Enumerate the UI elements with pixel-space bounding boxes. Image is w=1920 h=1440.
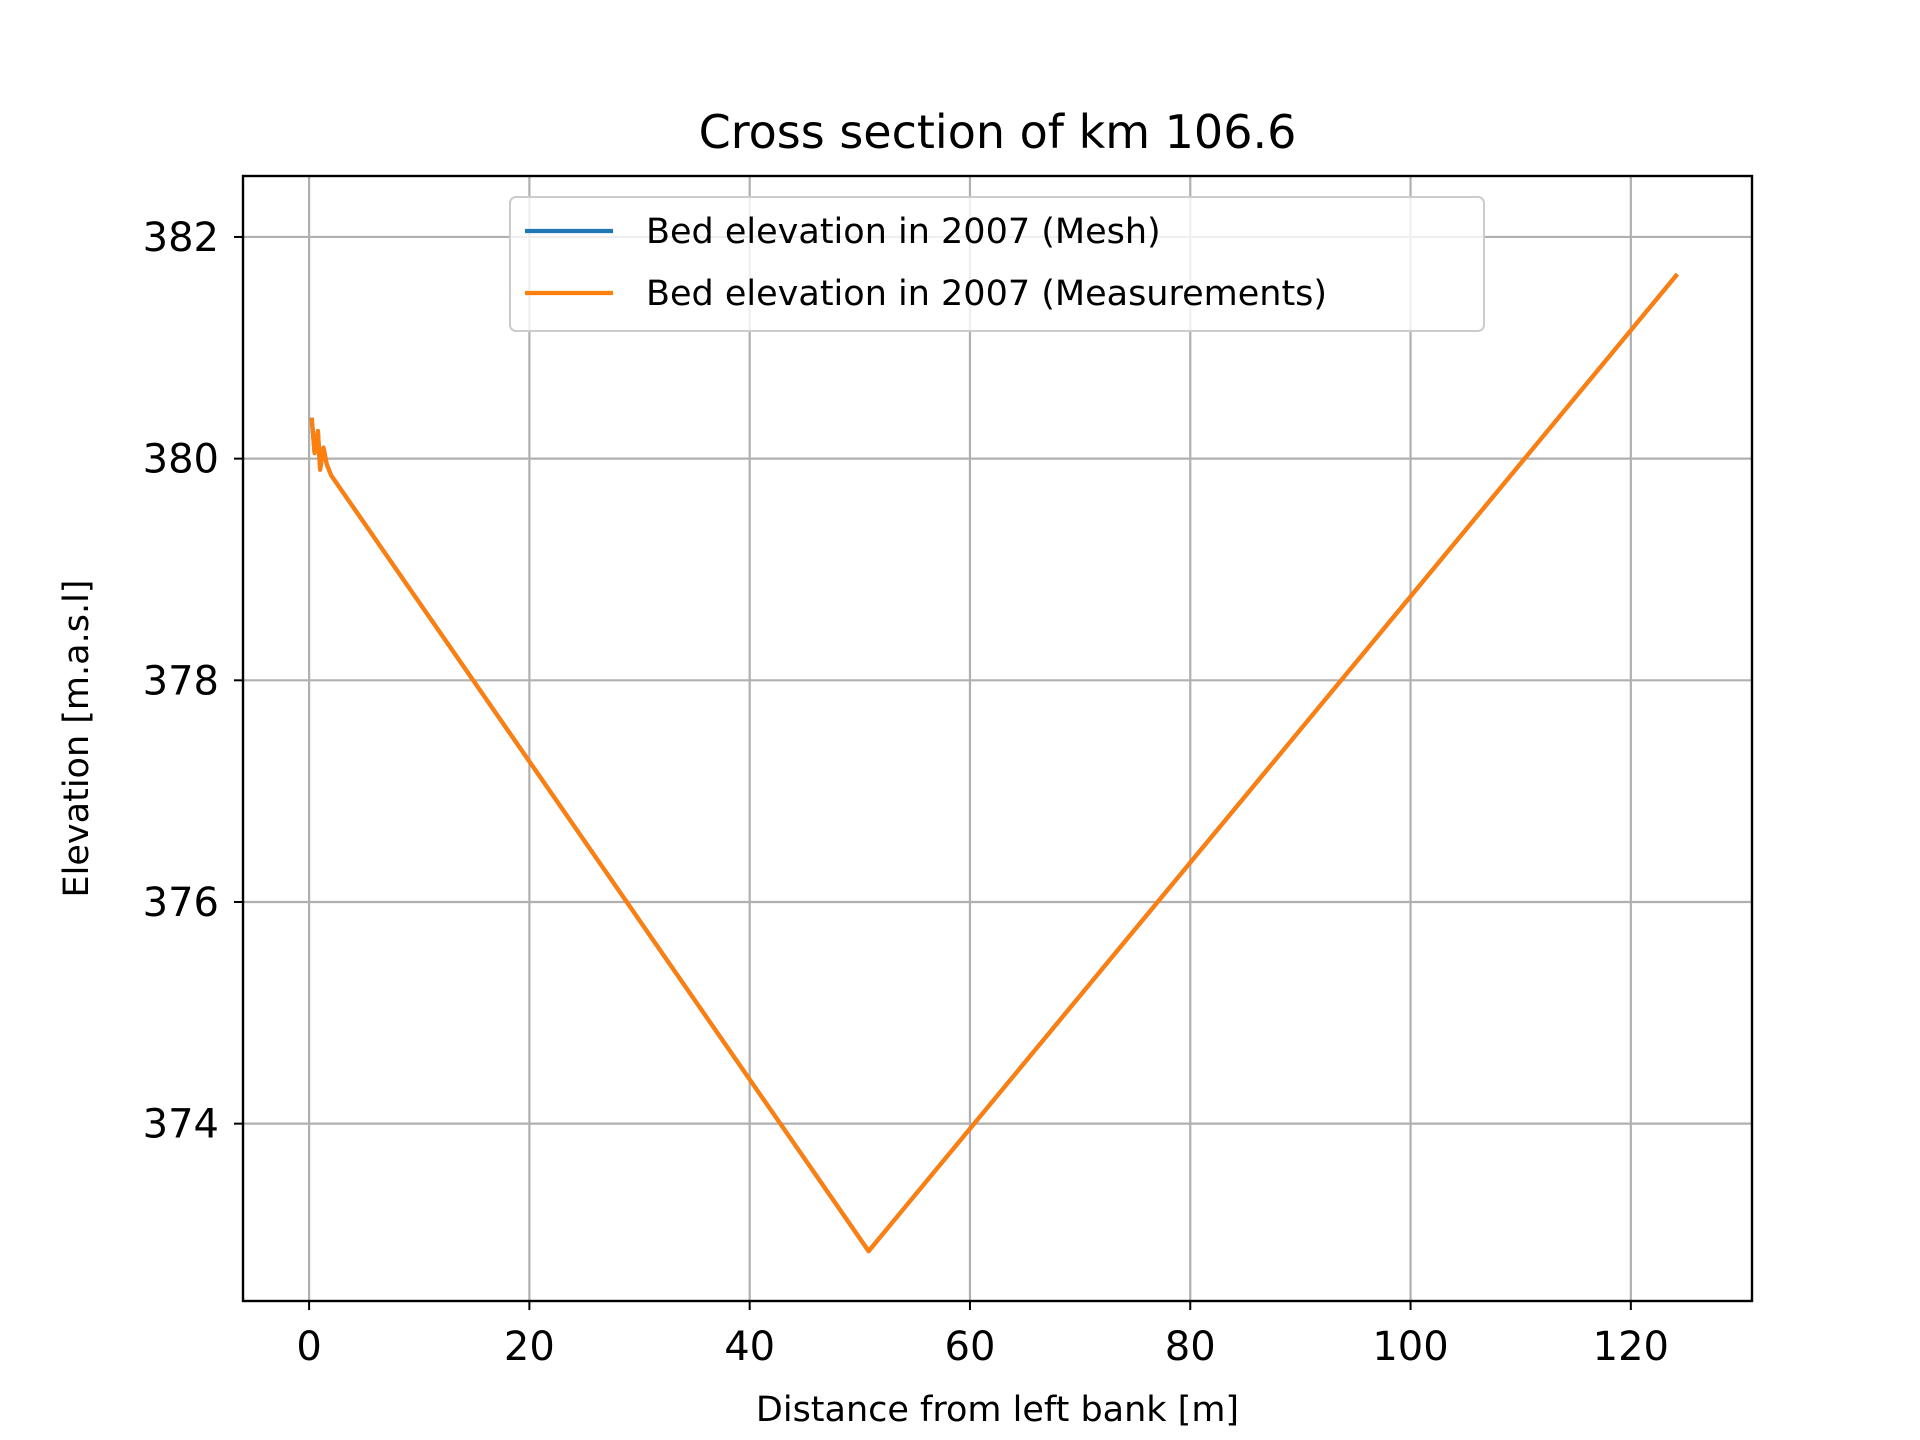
y-axis-label: Elevation [m.a.s.l] <box>57 580 97 898</box>
legend: Bed elevation in 2007 (Mesh) Bed elevatio… <box>509 196 1485 332</box>
legend-entry-1: Bed elevation in 2007 (Measurements) <box>646 274 1327 314</box>
plot-frame <box>241 174 1754 1303</box>
axis-ticks: 0 20 40 60 80 100 120 374 376 378 380 382 <box>143 215 1669 1370</box>
x-tick-label: 0 <box>296 1324 321 1370</box>
x-tick-label: 100 <box>1372 1324 1448 1370</box>
series-line-1 <box>309 272 1679 1254</box>
x-tick-label: 80 <box>1165 1324 1216 1370</box>
y-tick-label: 380 <box>143 437 219 483</box>
x-tick-label: 20 <box>504 1324 555 1370</box>
x-tick-label: 40 <box>724 1324 775 1370</box>
x-tick-label: 120 <box>1593 1324 1669 1370</box>
series-lines <box>309 272 1679 1254</box>
chart-title: Cross section of km 106.6 <box>699 105 1297 159</box>
grid <box>243 176 1752 1301</box>
y-tick-label: 376 <box>143 880 219 926</box>
x-axis-label: Distance from left bank [m] <box>756 1390 1239 1430</box>
y-tick-label: 374 <box>143 1102 219 1148</box>
x-tick-label: 60 <box>945 1324 996 1370</box>
y-tick-label: 382 <box>143 215 219 261</box>
legend-box <box>509 196 1485 332</box>
legend-entry-0: Bed elevation in 2007 (Mesh) <box>646 212 1161 252</box>
y-tick-label: 378 <box>143 658 219 704</box>
